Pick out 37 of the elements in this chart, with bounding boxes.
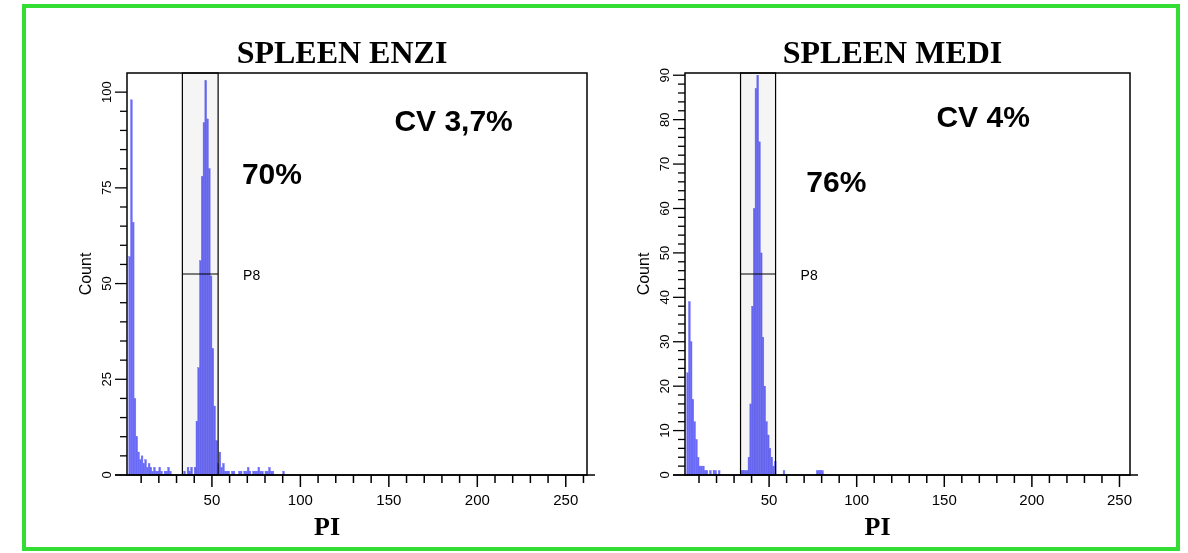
x-tick-label: 250 — [553, 491, 579, 508]
x-tick-label: 150 — [931, 491, 957, 508]
annotation: CV 4% — [936, 100, 1030, 134]
band-label: P8 — [800, 267, 818, 283]
y-tick-label: 100 — [99, 81, 114, 103]
y-axis-title: Count — [77, 252, 94, 296]
y-axis-title: Count — [635, 252, 652, 296]
x-tick-label: 150 — [376, 491, 402, 508]
x-axis-title: PI — [314, 512, 340, 541]
y-tick-label: 0 — [99, 471, 114, 479]
y-tick-label: 20 — [657, 378, 672, 394]
y-tick-label: 90 — [657, 67, 672, 83]
x-tick-label: 200 — [1019, 491, 1045, 508]
chart-title: SPLEEN MEDI — [782, 34, 1003, 70]
y-tick-label: 50 — [657, 245, 672, 261]
x-tick-label: 50 — [760, 491, 778, 508]
band-label: P8 — [243, 267, 261, 283]
annotation: 70% — [241, 156, 302, 190]
y-tick-label: 40 — [657, 290, 672, 305]
y-tick-label: 0 — [657, 471, 672, 479]
y-tick-label: 70 — [657, 156, 672, 172]
y-tick-label: 80 — [657, 112, 672, 127]
annotation: 76% — [806, 164, 867, 198]
y-tick-label: 25 — [99, 372, 114, 387]
y-tick-label: 50 — [99, 276, 114, 291]
x-tick-label: 250 — [1106, 491, 1132, 508]
y-tick-label: 60 — [657, 201, 672, 216]
chart-title: SPLEEN ENZI — [236, 34, 448, 70]
annotation: CV 3,7% — [394, 104, 513, 138]
x-axis-title: PI — [864, 512, 891, 541]
x-tick-label: 200 — [464, 491, 490, 508]
x-tick-label: 100 — [287, 491, 313, 508]
y-tick-label: 10 — [657, 423, 672, 438]
x-tick-label: 50 — [203, 491, 221, 508]
y-tick-label: 30 — [657, 334, 672, 349]
y-tick-label: 75 — [99, 180, 114, 196]
x-tick-label: 100 — [844, 491, 870, 508]
